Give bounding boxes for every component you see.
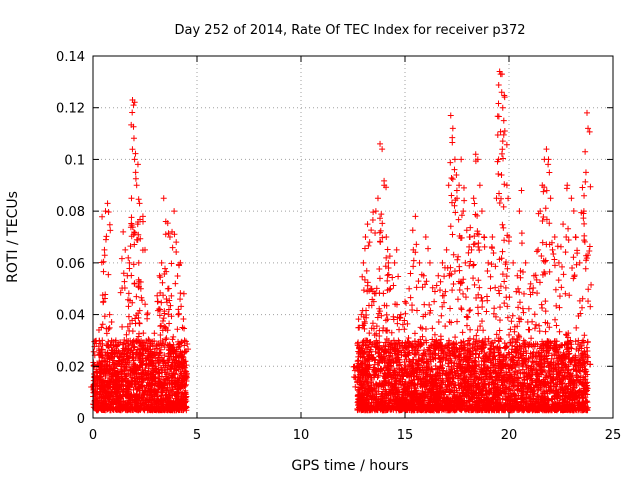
data-point-dense (137, 399, 144, 406)
data-point-dense (179, 365, 186, 372)
data-point-dense (93, 397, 100, 404)
data-point-dense (90, 404, 97, 411)
data-point-dense (108, 389, 115, 396)
data-point-dense (179, 353, 186, 360)
data-point-dense (104, 395, 111, 402)
data-point-dense (157, 337, 164, 344)
data-point-dense (93, 407, 100, 414)
data-point-dense (128, 341, 135, 348)
data-point-dense (112, 405, 119, 412)
data-points (88, 68, 595, 414)
data-point-dense (176, 402, 183, 409)
data-point-dense (149, 338, 156, 345)
data-point-dense (93, 390, 100, 397)
data-point-dense (161, 352, 168, 359)
data-point-dense (164, 385, 171, 392)
data-point-dense (171, 365, 178, 372)
data-point-dense (150, 397, 157, 404)
data-point-dense (154, 341, 161, 348)
data-point-dense (133, 385, 140, 392)
data-point-dense (148, 392, 155, 399)
data-point-dense (121, 367, 128, 374)
data-point-dense (123, 402, 130, 409)
data-point-dense (133, 397, 140, 404)
data-point-dense (100, 400, 107, 407)
data-point-dense (183, 403, 190, 410)
data-point-dense (128, 391, 135, 398)
data-point-dense (160, 357, 167, 364)
data-point-dense (109, 405, 116, 412)
data-point-dense (95, 402, 102, 409)
data-point-dense (122, 392, 129, 399)
data-point-dense (158, 406, 165, 413)
data-point-dense (129, 405, 136, 412)
data-point-dense (150, 387, 157, 394)
data-point-dense (97, 388, 104, 395)
data-point-dense (165, 350, 172, 357)
data-point-dense (107, 341, 114, 348)
data-point-dense (182, 396, 189, 403)
chart-title: Day 252 of 2014, Rate Of TEC Index for r… (175, 23, 526, 38)
data-point-dense (163, 371, 170, 378)
data-point-dense (164, 406, 171, 413)
data-point-dense (90, 348, 97, 355)
data-point-dense (173, 354, 180, 361)
data-point-dense (154, 396, 161, 403)
data-point-dense (129, 367, 136, 374)
data-point-dense (150, 403, 157, 410)
data-point-dense (147, 342, 154, 349)
data-point-dense (148, 357, 155, 364)
data-point-dense (181, 349, 188, 356)
data-point-dense (167, 342, 174, 349)
data-point-dense (101, 399, 108, 406)
data-point-dense (117, 339, 124, 346)
data-point-dense (164, 400, 171, 407)
data-point-dense (174, 390, 181, 397)
data-point-dense (98, 354, 105, 361)
data-point-dense (124, 387, 131, 394)
data-point-dense (136, 395, 143, 402)
data-point-dense (102, 389, 109, 396)
data-point-dense (106, 405, 113, 412)
data-point-dense (167, 363, 174, 370)
data-point-dense (119, 388, 126, 395)
data-point-dense (173, 406, 180, 413)
data-point-dense (142, 384, 149, 391)
data-point-dense (457, 339, 464, 346)
data-point-dense (179, 397, 186, 404)
data-point-dense (99, 394, 106, 401)
data-point-dense (93, 340, 100, 347)
data-point-dense (146, 406, 153, 413)
data-point-dense (153, 407, 160, 414)
data-point-dense (115, 385, 122, 392)
data-point-dense (111, 386, 118, 393)
data-point-dense (117, 395, 124, 402)
data-point-dense (115, 398, 122, 405)
data-point-dense (149, 393, 156, 400)
data-point-dense (168, 399, 175, 406)
data-point-dense (145, 365, 152, 372)
data-point-dense (120, 405, 127, 412)
data-point-dense (106, 396, 113, 403)
data-point-dense (121, 370, 128, 377)
data-point-dense (133, 391, 140, 398)
data-point-dense (113, 343, 120, 350)
data-point-dense (104, 355, 111, 362)
data-point-dense (141, 391, 148, 398)
data-point-dense (160, 382, 167, 389)
data-point-dense (137, 406, 144, 413)
data-point-dense (153, 390, 160, 397)
data-point-dense (108, 399, 115, 406)
data-point-dense (584, 338, 591, 345)
data-point-dense (114, 388, 121, 395)
data-point-dense (101, 407, 108, 414)
data-point-dense (98, 394, 105, 401)
data-point-dense (375, 350, 382, 357)
data-point-dense (165, 392, 172, 399)
data-point-dense (180, 392, 187, 399)
data-point-dense (161, 358, 168, 365)
